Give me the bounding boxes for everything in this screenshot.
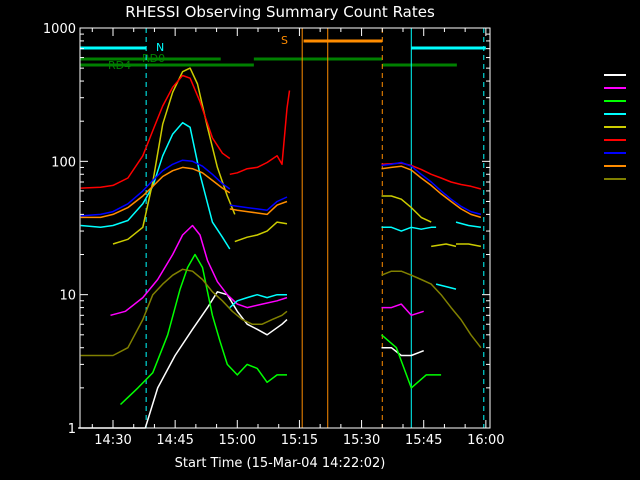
y-tick-label-2: 100 — [51, 155, 76, 170]
x-tick-label-2: 15:00 — [219, 433, 256, 448]
series-2-segment-1 — [381, 334, 442, 389]
series-2-segment-0 — [119, 253, 287, 406]
legend: Det 1,3,4,5,6,9, FDecim 1, Att 0 3 - 6 k… — [493, 41, 628, 186]
x-tick-label-1: 14:45 — [156, 433, 193, 448]
series-3-segment-2 — [381, 226, 437, 232]
x-tick-label-6: 16:00 — [467, 433, 504, 448]
plot-frame — [79, 27, 491, 429]
y-axis-label: Count Rate (s-1 detector-1) — [18, 143, 34, 314]
x-tick-label-5: 15:45 — [405, 433, 442, 448]
legend-label-4: 50 - 100 keV — [524, 120, 601, 134]
timestamp: 15-Oct-2021 22:38 — [560, 469, 636, 478]
series-4-segment-2 — [381, 195, 432, 223]
series-4-segment-3 — [431, 243, 457, 248]
series-6-segment-0 — [80, 159, 231, 217]
series-4-segment-0 — [112, 67, 236, 245]
series-1-segment-1 — [381, 303, 424, 317]
rd0-label: RD0 — [142, 52, 165, 65]
series-8-segment-0 — [80, 268, 288, 357]
legend-label-5: 100 - 300 keV — [516, 133, 600, 147]
saa-label: S — [281, 34, 288, 47]
series-0-segment-0 — [78, 291, 288, 429]
chart-title: RHESSI Observing Summary Count Rates — [125, 3, 435, 21]
series-3-segment-0 — [80, 121, 231, 250]
y-axis-label-sup1: -1 — [18, 216, 28, 225]
y-axis-label-mid: detector — [19, 156, 34, 216]
series-5-segment-1 — [229, 90, 291, 176]
series-0-segment-1 — [381, 346, 424, 357]
x-tick-label-4: 15:30 — [343, 433, 380, 448]
y-axis-label-sup2: -1 — [18, 148, 28, 157]
series-group — [78, 67, 482, 429]
legend-label-1: 6 - 12 keV — [539, 81, 601, 95]
legend-label-8: 7000 - 15000 keV — [493, 172, 600, 186]
rd4-label: RD4 — [108, 59, 131, 72]
info-line-2: FDecim 1, Att 0 — [535, 55, 628, 69]
series-7-segment-0 — [80, 166, 231, 219]
series-8-segment-1 — [381, 270, 482, 349]
series-3-segment-1 — [229, 293, 287, 309]
series-7-segment-2 — [381, 165, 482, 219]
series-4-segment-1 — [234, 221, 288, 243]
series-6-segment-2 — [381, 161, 482, 216]
x-axis-label: Start Time (15-Mar-04 14:22:02) — [175, 456, 386, 471]
y-tick-label-0: 1 — [68, 422, 76, 437]
series-4-segment-4 — [456, 243, 482, 248]
legend-label-6: 300 - 800 keV — [516, 146, 600, 160]
x-tick-label-0: 14:30 — [94, 433, 131, 448]
x-tick-label-3: 15:15 — [281, 433, 318, 448]
legend-label-3: 25 - 50 keV — [532, 107, 601, 121]
y-tick-label-1: 10 — [59, 289, 76, 304]
series-6-segment-1 — [229, 196, 288, 211]
night-label: N — [156, 41, 164, 54]
series-1-segment-0 — [110, 224, 288, 317]
y-axis-label-end: ) — [19, 143, 34, 148]
y-tick-label-3: 1000 — [43, 22, 76, 37]
legend-label-0: 3 - 6 keV — [547, 68, 601, 82]
legend-label-7: 800 - 7000 keV — [509, 159, 601, 173]
axes: 14:30 14:45 15:00 15:15 15:30 15:45 16:00 1 10 10… — [43, 22, 505, 448]
legend-label-2: 12 - 25 keV — [532, 94, 601, 108]
y-axis-label-main: Count Rate (s — [19, 225, 34, 314]
flag-bars: N S RD0 RD4 — [80, 34, 486, 72]
series-7-segment-1 — [229, 200, 288, 216]
series-3-segment-3 — [435, 283, 457, 290]
info-line-1: Det 1,3,4,5,6,9, — [534, 41, 628, 55]
series-3-segment-4 — [455, 221, 482, 229]
series-5-segment-0 — [80, 74, 231, 189]
